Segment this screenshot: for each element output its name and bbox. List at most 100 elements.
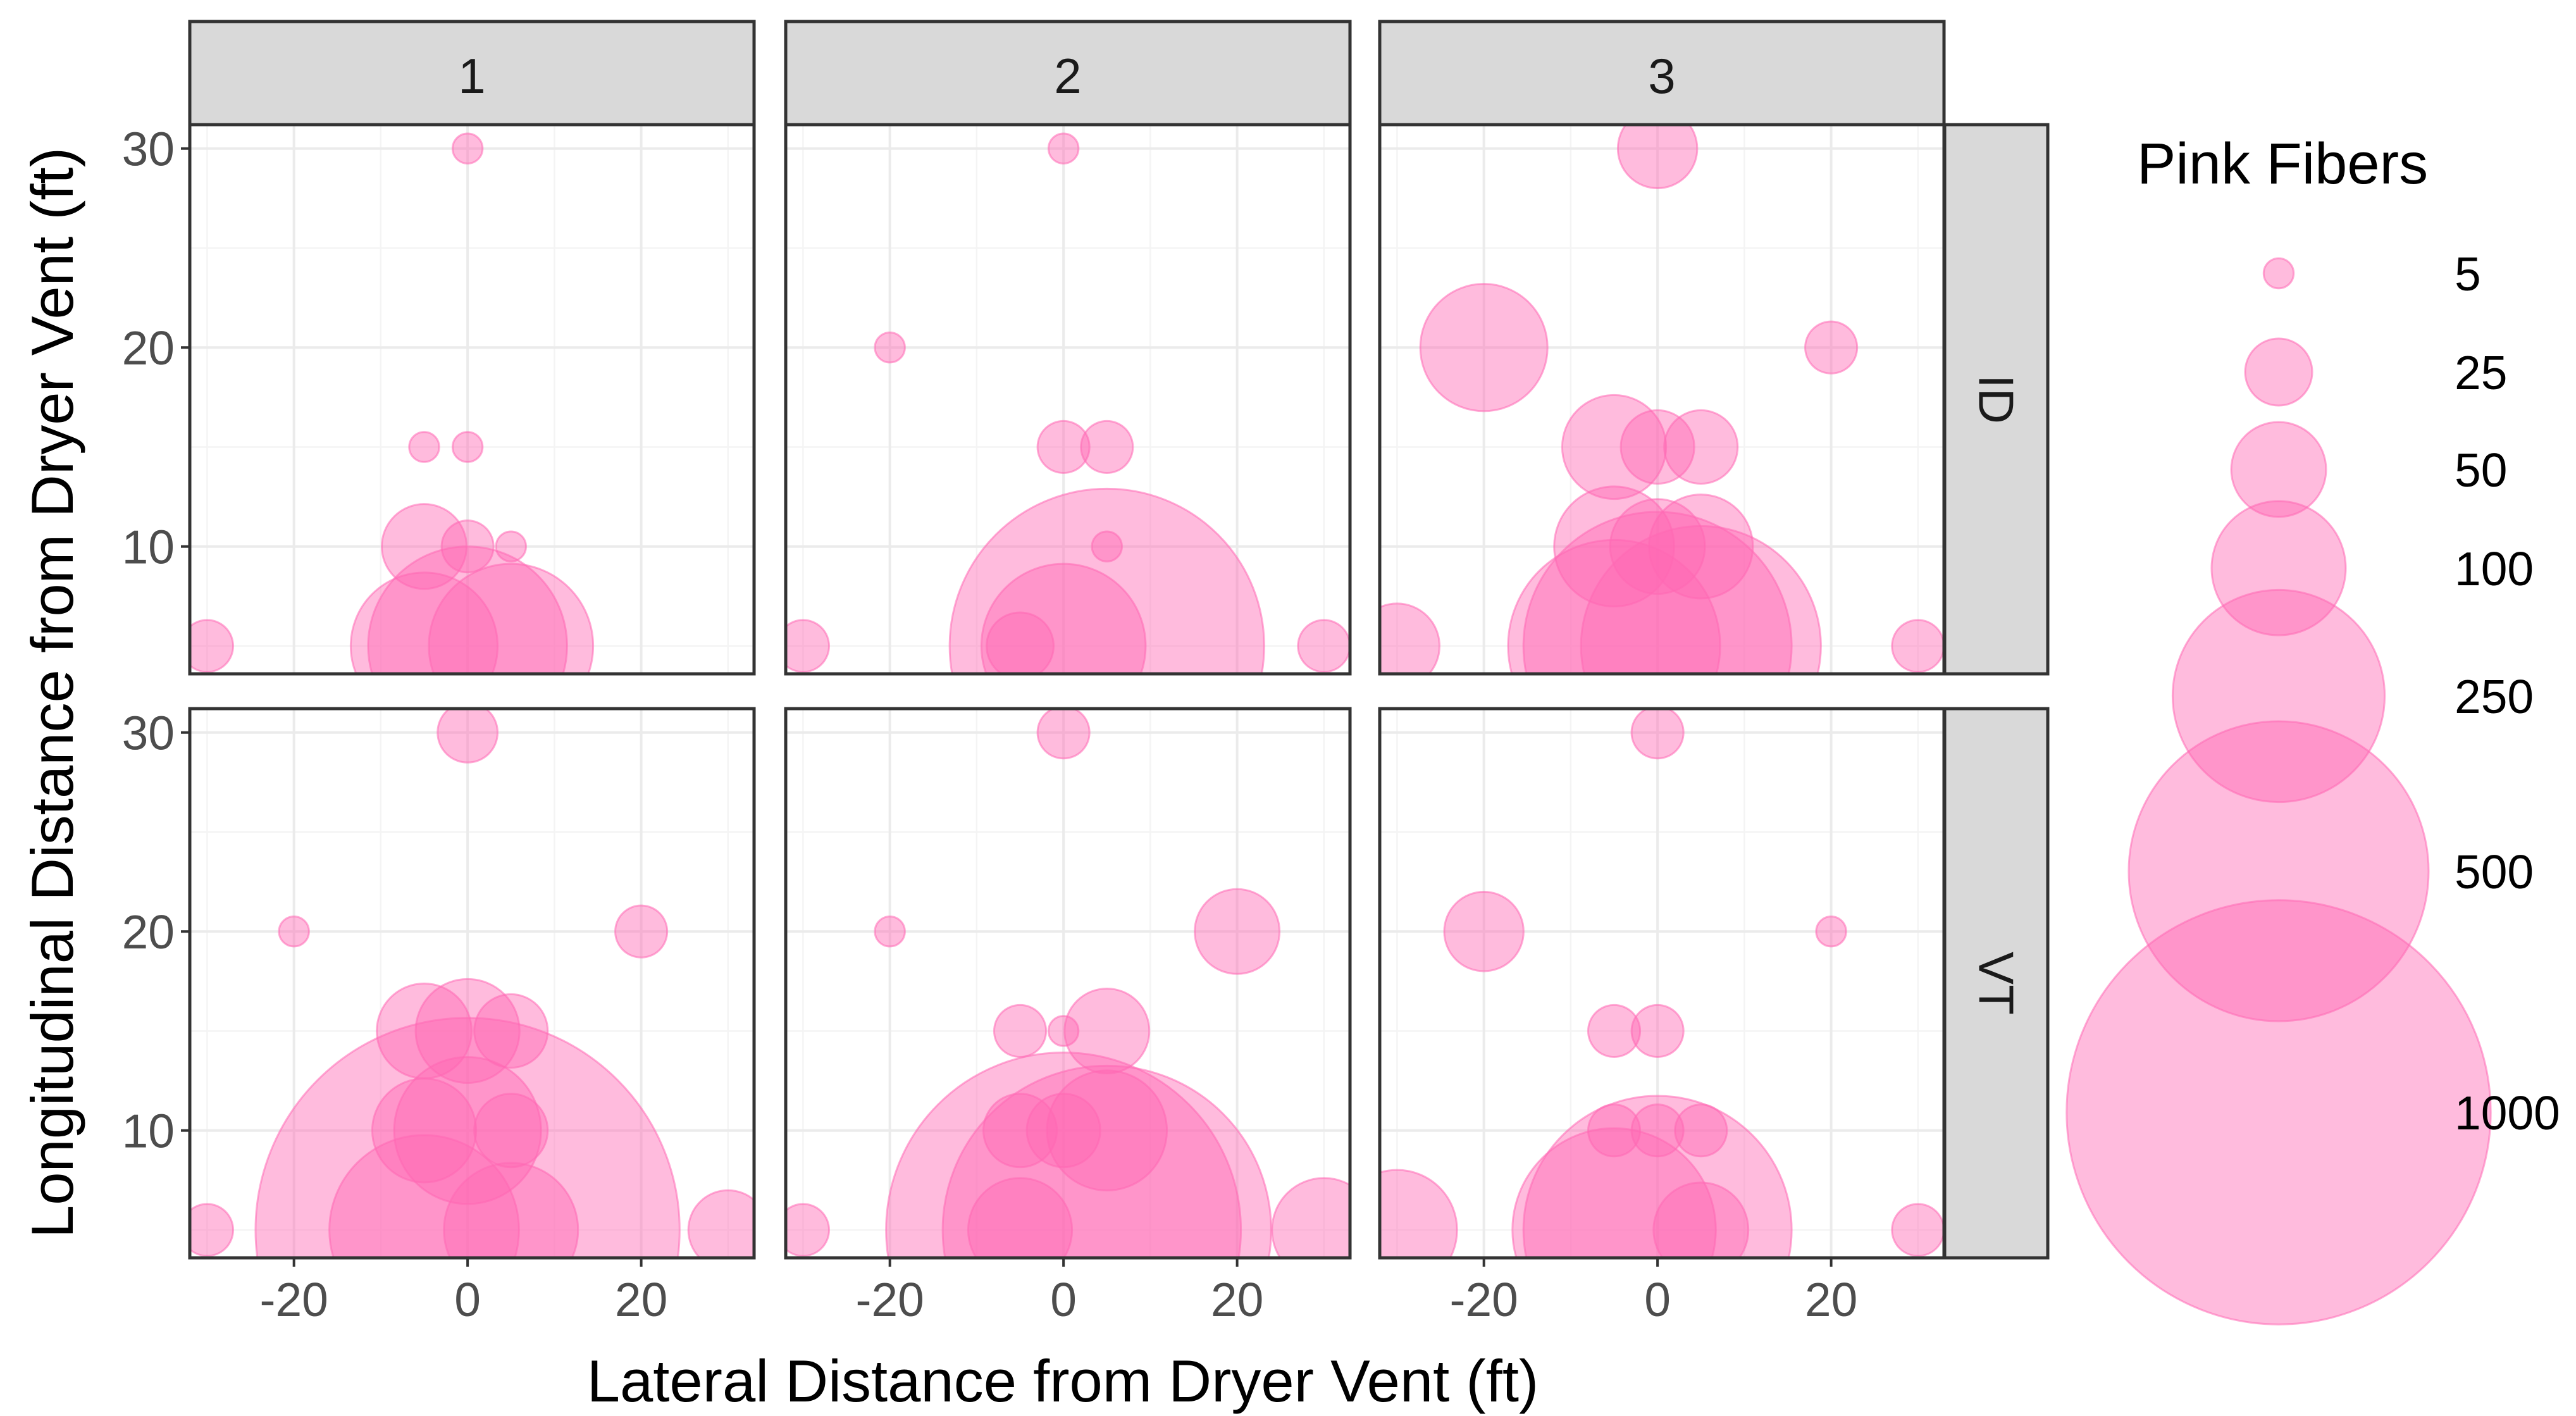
data-point [451,132,484,165]
data-point [367,545,568,674]
data-point [190,619,234,673]
panel-background [190,125,754,674]
data-points [1380,709,1944,1258]
data-point [885,1052,1242,1258]
facet-strip-col-label: 3 [1648,48,1675,104]
data-points [786,709,1350,1258]
x-tick-label: -20 [259,1273,328,1326]
data-point [1046,1069,1168,1192]
x-tick-label: 0 [1644,1273,1671,1326]
legend-key [2171,588,2386,804]
panel-background [786,125,1350,674]
data-point [986,611,1055,674]
y-tick-label: 30 [122,123,175,176]
legend-label: 1000 [2455,1086,2560,1140]
legend-key [2244,337,2313,407]
data-point [1507,538,1721,674]
data-point [1380,602,1440,674]
data-point [1297,619,1350,673]
panel-border [188,123,756,676]
facet-strip-row-label: ID [1969,375,2024,424]
data-point [443,1162,579,1258]
facet-panel [784,123,1352,676]
y-tick-label: 30 [122,707,175,760]
legend-key [2127,720,2430,1022]
legend-key [2065,899,2492,1326]
facet-strip-row-label: VT [1969,952,2024,1015]
data-point [1047,132,1080,165]
data-point [1522,511,1793,674]
data-point [874,332,906,364]
data-point [1511,1127,1717,1258]
data-points [190,132,595,674]
facet-panel: -20 0 20 [1378,707,1946,1326]
data-points [786,132,1350,674]
panel-border [1378,123,1946,676]
legend-key [2230,421,2327,518]
panel-border [188,707,756,1260]
data-point [254,1017,681,1258]
data-point [993,1003,1048,1059]
y-tick-label: 20 [122,321,175,375]
legend-label: 25 [2455,346,2507,399]
data-point [786,1203,830,1257]
data-point [408,431,440,463]
facet-strip-col [188,20,756,127]
data-point [278,916,310,948]
data-point [437,709,499,764]
x-tick-label: 20 [1805,1273,1857,1326]
data-point [967,1177,1074,1258]
data-point [1553,485,1675,608]
facet-panel: 10 20 30 -20 0 20 [122,707,756,1326]
legend-key [2262,257,2295,290]
data-point [1419,283,1549,413]
legend-label: 50 [2455,444,2507,497]
data-point [1036,419,1091,475]
data-point [1616,125,1699,189]
data-point [980,562,1147,674]
data-point [1891,1203,1944,1257]
facet-panel: 10 20 30 [122,123,756,676]
data-point [1561,394,1668,500]
data-point [1047,1015,1080,1047]
x-tick-label: 20 [1211,1273,1263,1326]
data-point [1630,709,1685,760]
x-axis-title: Lateral Distance from Dryer Vent (ft) [587,1348,1539,1414]
data-point [687,1189,754,1258]
facet-strip-col-label: 1 [458,48,485,104]
data-point [1194,888,1281,975]
y-axis-title: Longitudinal Distance from Dryer Vent (f… [19,147,85,1238]
legend-label: 250 [2455,670,2534,723]
data-point [451,431,484,463]
panels-layer: 1 2 3 ID VT 10 20 30 10 20 30 -20 0 20 -20 0 20 -20 0 20 [122,20,2050,1326]
data-point [1580,525,1822,674]
y-tick-label: 10 [122,521,175,574]
facet-strip-col [1378,20,1946,127]
data-point [874,916,906,948]
data-point [1522,1095,1793,1258]
panel-border [784,123,1352,676]
data-points [1380,125,1944,674]
data-point [1663,409,1739,485]
data-point [1025,1093,1101,1169]
data-point [349,571,499,674]
data-point [1587,1003,1642,1059]
legend-label: 500 [2455,845,2534,898]
data-point [1443,891,1525,972]
legend-key [2210,500,2347,637]
panel-background [190,709,754,1258]
facet-strip-row [1943,123,2050,676]
data-point [1271,1177,1350,1258]
data-point [1080,419,1134,475]
data-point [1674,1103,1728,1158]
data-point [1891,619,1944,673]
data-point [473,1093,549,1169]
data-point [414,978,521,1084]
data-point [1815,916,1847,948]
legend-label: 100 [2455,542,2534,595]
facet-panel [1378,123,1946,676]
data-point [1652,1181,1750,1258]
y-tick-label: 20 [122,905,175,959]
data-point [1380,1169,1458,1258]
data-point [1609,498,1706,595]
